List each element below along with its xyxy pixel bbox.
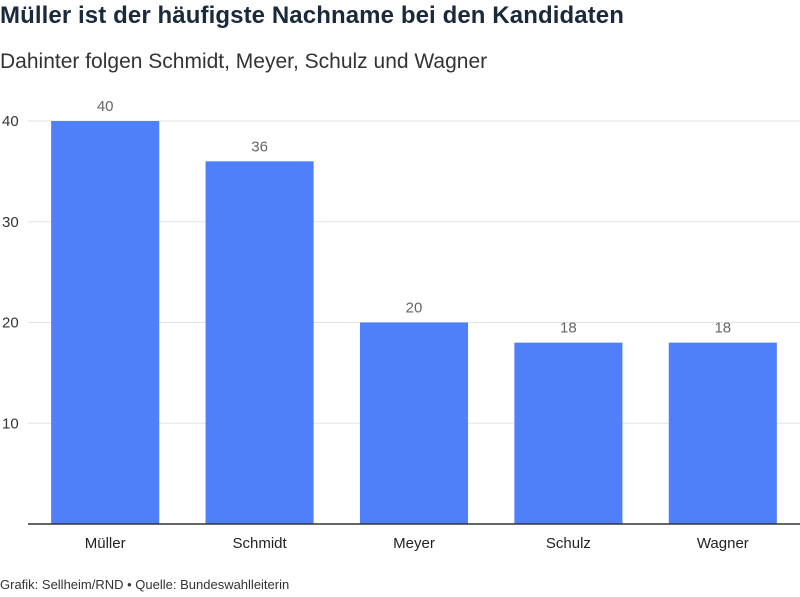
data-labels: 40 36 20 18 18 [97,98,731,337]
y-tick-label: 20 [2,315,19,332]
bar [51,121,160,524]
bars [51,121,777,525]
chart-subtitle: Dahinter folgen Schmidt, Meyer, Schulz u… [0,50,488,73]
data-label: 18 [560,320,577,337]
y-tick-label: 30 [2,214,19,231]
x-tick-label: Schmidt [233,535,288,552]
y-tick-label: 40 [2,113,19,130]
data-label: 20 [406,300,423,317]
source-note: Grafik: Sellheim/RND • Quelle: Bundeswah… [0,577,290,592]
chart-title: Müller ist der häufigste Nachname bei de… [0,2,624,29]
data-label: 18 [714,320,731,337]
bar [359,322,469,524]
data-label: 40 [97,98,114,115]
x-tick-label: Meyer [393,535,435,552]
bar [668,342,777,524]
x-tick-label: Müller [85,535,126,552]
x-tick-label: Wagner [697,535,749,552]
bar [205,161,314,525]
bar [514,342,623,524]
y-tick-label: 10 [2,415,19,432]
axes: 10 20 30 40 Müller Schmidt Meyer Schulz Wagner [2,113,800,552]
data-label: 36 [251,138,268,155]
x-tick-label: Schulz [546,535,591,552]
